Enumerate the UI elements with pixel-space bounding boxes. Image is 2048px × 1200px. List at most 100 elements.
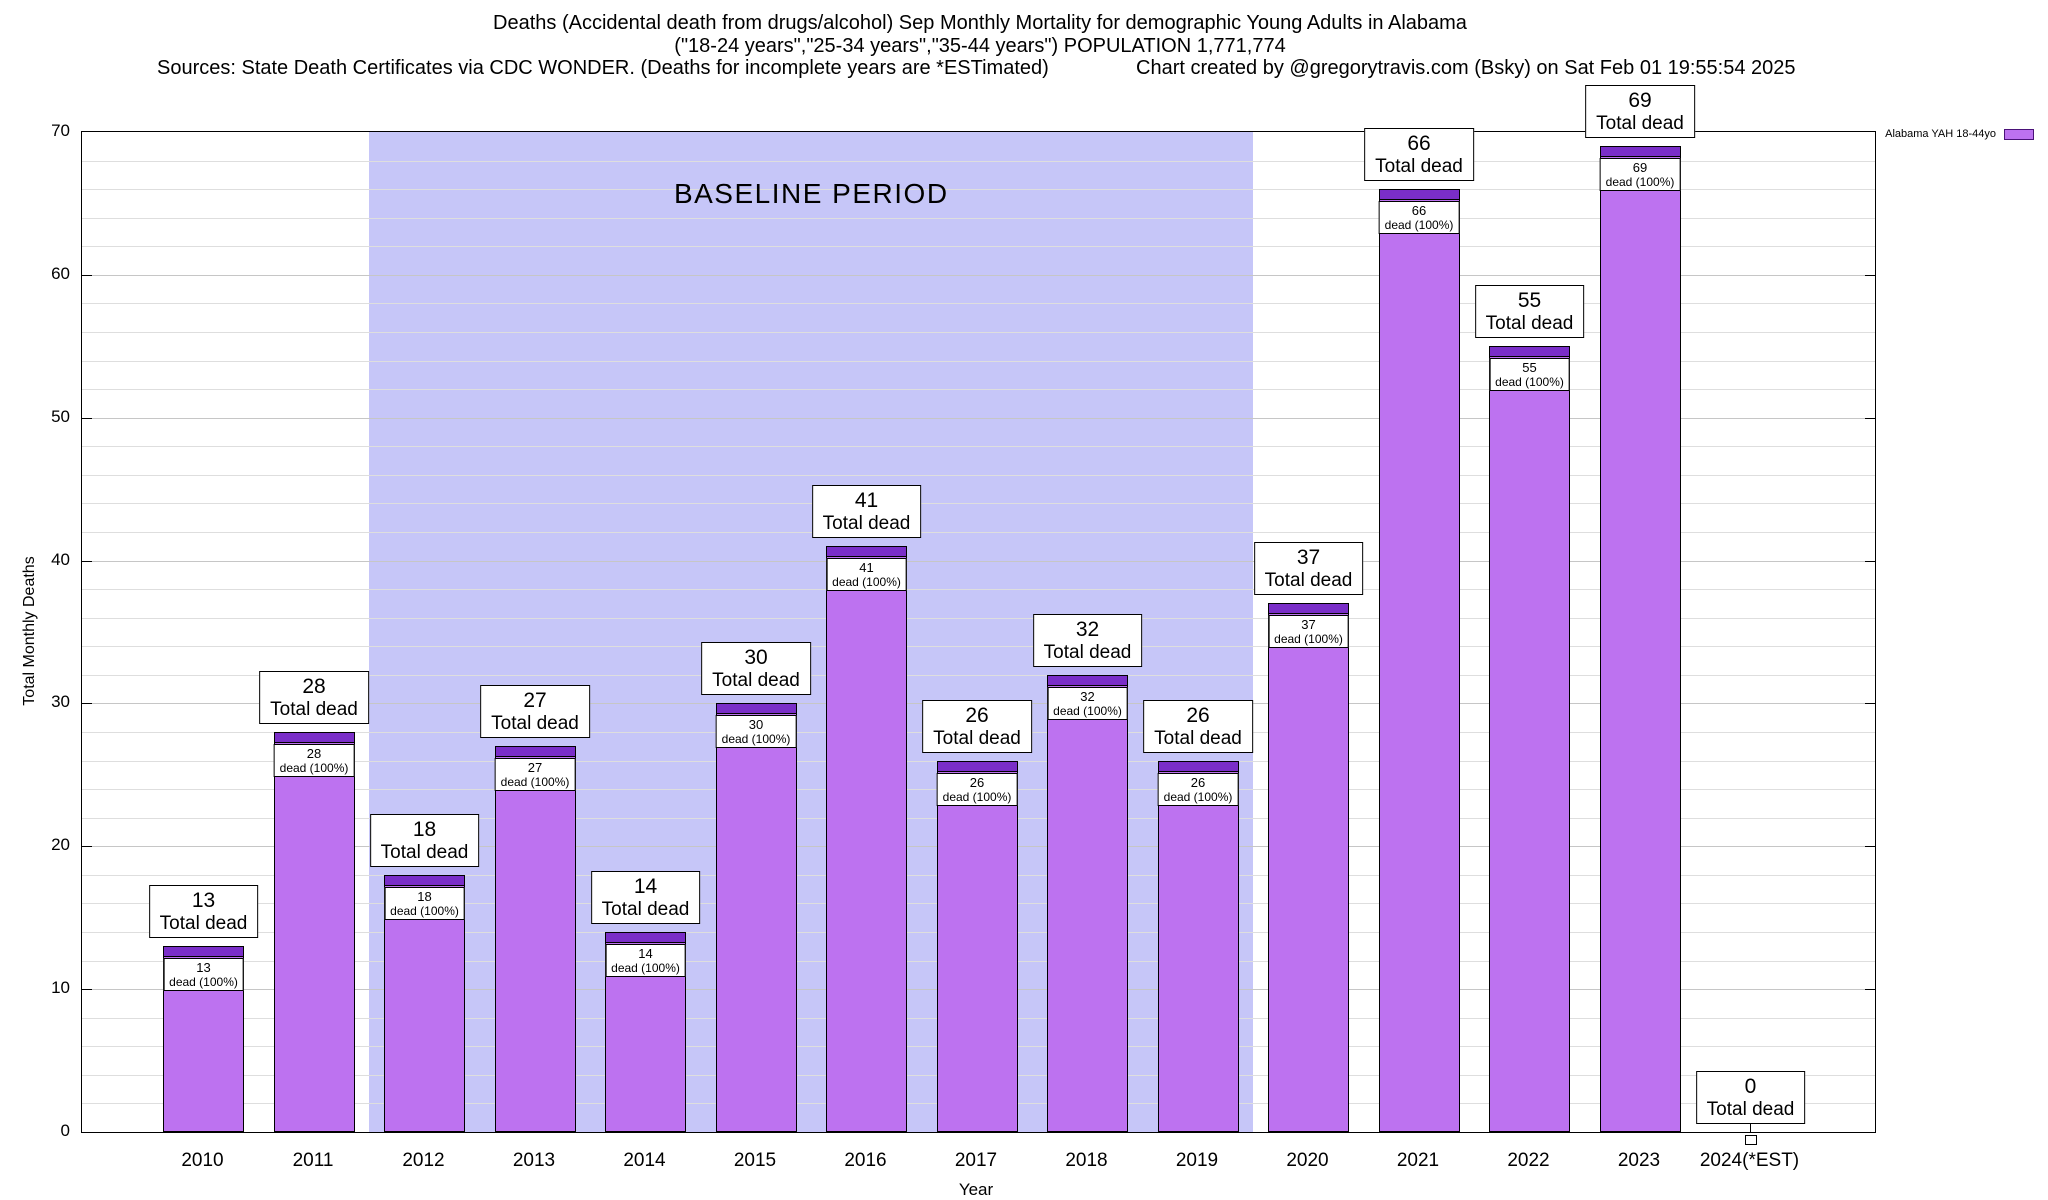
x-tick-label: 2020 — [1286, 1150, 1329, 1171]
bar-top-label-text: Total dead — [380, 841, 469, 863]
bar-inner-label-value: 69 — [1632, 160, 1648, 176]
bar-top-label-text: Total dead — [1706, 1099, 1795, 1120]
bar-inner-label: 14 dead (100%) — [605, 944, 686, 977]
bar-inner-label-text: dead (100%) — [279, 761, 349, 775]
bar-2018 — [1047, 674, 1128, 1132]
bar-top-label-value: 14 — [633, 875, 658, 898]
chart-title-line2: ("18-24 years","25-34 years","35-44 year… — [674, 35, 1286, 57]
bar-top-label: 41 Total dead — [811, 485, 922, 539]
bar-inner-label-value: 37 — [1301, 617, 1316, 633]
y-tick-label: 70 — [51, 121, 70, 140]
bar-cap — [937, 761, 1017, 772]
bar-inner-label-text: dead (100%) — [390, 903, 459, 918]
bar-top-label-value: 30 — [744, 646, 768, 670]
bar-inner-label: 55 dead (100%) — [1489, 358, 1570, 392]
plot-area: BASELINE PERIOD 13 dead (100%) 13 Total dea… — [81, 85, 1876, 1145]
x-tick-label: 2023 — [1617, 1150, 1661, 1171]
bar-top-label-text: Total dead — [159, 913, 248, 935]
bar-cap — [827, 547, 906, 558]
chart-credit: Chart created by @gregorytravis.com (Bsk… — [1136, 57, 1796, 79]
bar-cap — [385, 875, 464, 886]
bar-top-label-text: Total dead — [601, 899, 690, 920]
gridline — [82, 303, 1875, 305]
bar-top-label: 0 Total dead — [1695, 1071, 1806, 1124]
bar-top-label-text: Total dead — [1264, 570, 1353, 592]
gridline — [82, 646, 1875, 648]
x-tick-label: 2021 — [1396, 1150, 1440, 1171]
bar-top-label-value: 32 — [1075, 617, 1100, 641]
bar-top-label: 55 Total dead — [1474, 285, 1585, 339]
bar-cap — [1379, 190, 1459, 201]
bar-inner-label: 26 dead (100%) — [936, 772, 1018, 806]
gridline — [82, 617, 1875, 619]
y-tick-mark — [82, 703, 92, 705]
y-tick-mark — [1865, 560, 1875, 562]
bar-top-label-value: 55 — [1517, 289, 1542, 313]
y-tick-mark — [1865, 703, 1875, 705]
bar-inner-label: 32 dead (100%) — [1047, 686, 1128, 720]
bar-inner-label-value: 26 — [1190, 774, 1206, 790]
bar-top-label: 66 Total dead — [1364, 128, 1474, 182]
bar-top-label-value: 41 — [854, 489, 879, 513]
bar-top-label: 13 Total dead — [148, 885, 259, 939]
bar-inner-label-text: dead (100%) — [611, 961, 680, 975]
bar-top-label-value: 28 — [302, 675, 326, 698]
bar-2017 — [936, 760, 1018, 1132]
bar-inner-label-text: dead (100%) — [1053, 703, 1122, 718]
bar-inner-label-text: dead (100%) — [1605, 175, 1675, 190]
gridline — [82, 332, 1875, 333]
chart-header: Deaths (Accidental death from drugs/alco… — [0, 12, 1960, 58]
bar-inner-label: 26 dead (100%) — [1157, 772, 1239, 806]
bar-cap — [1158, 761, 1238, 772]
bar-inner-label-text: dead (100%) — [1274, 632, 1343, 647]
bar-top-label: 26 Total dead — [922, 699, 1032, 753]
y-tick-mark — [82, 417, 92, 419]
bar-top-label-value: 66 — [1407, 132, 1431, 156]
bar-top-label-text: Total dead — [933, 727, 1021, 749]
bar-top-label-value: 37 — [1296, 546, 1321, 570]
y-tick-mark — [82, 846, 92, 848]
bar-top-label: 69 Total dead — [1585, 85, 1695, 139]
bar-top-label-value: 26 — [1186, 703, 1210, 727]
bar-cap — [495, 747, 575, 758]
y-tick-mark — [1865, 846, 1875, 848]
y-axis-title: Total Monthly Deaths — [21, 556, 38, 706]
gridline — [82, 389, 1875, 391]
bar-cap — [164, 947, 243, 958]
gridline — [82, 474, 1875, 476]
bar-inner-label-value: 13 — [196, 960, 211, 976]
y-tick-label: 30 — [51, 692, 70, 712]
x-tick-label: 2022 — [1507, 1150, 1550, 1171]
gridline — [82, 674, 1875, 676]
bar-top-label-text: Total dead — [1154, 727, 1242, 749]
bar-top-label-value: 69 — [1628, 89, 1652, 113]
bar-2021 — [1378, 189, 1460, 1132]
bar-inner-label: 41 dead (100%) — [826, 558, 907, 592]
x-tick-label: 2016 — [844, 1150, 887, 1171]
bar-top-label: 37 Total dead — [1253, 542, 1364, 596]
bar-2023 — [1599, 146, 1681, 1132]
bar-top-label: 26 Total dead — [1143, 699, 1253, 753]
x-tick-label: 2024(*EST) — [1699, 1150, 1800, 1171]
gridline — [82, 189, 1875, 191]
bar-top-label-text: Total dead — [1485, 313, 1574, 335]
y-tick-mark — [82, 989, 92, 991]
x-tick-label: 2018 — [1065, 1150, 1108, 1171]
bar-top-label-value: 26 — [965, 703, 989, 727]
legend-swatch — [2004, 128, 2034, 140]
gridline — [82, 360, 1875, 362]
bar-2011 — [273, 732, 355, 1132]
bar-cap — [1269, 604, 1348, 615]
bar-cap — [1600, 147, 1680, 158]
bar-top-label: 18 Total dead — [369, 813, 480, 867]
bar-inner-label-value: 28 — [306, 746, 322, 761]
y-tick-mark — [1865, 417, 1875, 419]
y-tick-mark — [82, 560, 92, 562]
bar-top-label-value: 27 — [523, 689, 547, 713]
bar-inner-label-value: 26 — [969, 774, 985, 790]
bar-cap — [716, 704, 796, 715]
zero-value-marker — [1744, 1135, 1757, 1145]
bar-inner-label-value: 14 — [638, 946, 653, 961]
bar-top-label-text: Total dead — [1043, 641, 1132, 663]
